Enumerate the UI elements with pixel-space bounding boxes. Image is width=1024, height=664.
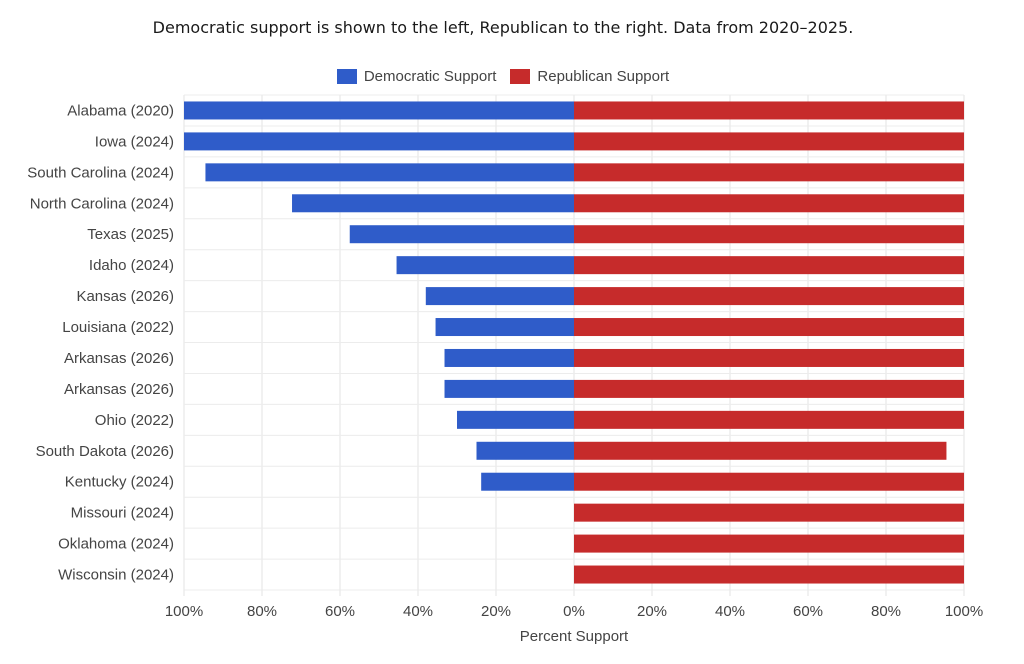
bar-democratic [444,348,574,367]
legend-swatch-republican [510,69,531,84]
bar-democratic [184,101,574,120]
bar-republican [574,565,964,584]
category-label: Arkansas (2026) [64,381,174,398]
bar-republican [574,318,964,337]
x-tick-label: 80% [871,603,901,620]
x-tick-label: 40% [403,603,433,620]
x-tick-label: 100% [165,603,203,620]
bar-democratic [476,441,574,460]
legend-label-republican: Republican Support [537,68,670,85]
chart-legend: Democratic Support Republican Support [0,68,1006,85]
bar-republican [574,472,964,491]
legend-label-democratic: Democratic Support [363,68,497,85]
category-label: Wisconsin (2024) [58,567,174,584]
category-label: Alabama (2020) [67,102,174,119]
category-label: Idaho (2024) [89,257,174,274]
x-tick-label: 80% [247,603,277,620]
bar-republican [574,101,964,120]
category-label: Kentucky (2024) [65,474,174,491]
category-label: Ohio (2022) [95,412,174,429]
bar-republican [574,441,947,460]
x-tick-label: 60% [325,603,355,620]
category-label: South Carolina (2024) [27,164,174,181]
bar-democratic [425,287,574,306]
x-tick-label: 100% [945,603,983,620]
x-tick-label: 60% [793,603,823,620]
category-label: Oklahoma (2024) [58,536,174,553]
category-label: North Carolina (2024) [30,195,174,212]
bar-democratic [184,132,574,151]
legend-item-democratic[interactable]: Democratic Support [336,68,497,85]
x-tick-label: 0% [563,603,585,620]
bar-republican [574,287,964,306]
chart-subtitle: Democratic support is shown to the left,… [152,18,854,37]
legend-item-republican[interactable]: Republican Support [510,68,669,85]
category-label: Kansas (2026) [76,288,174,305]
bar-republican [574,256,964,275]
category-label: Arkansas (2026) [64,350,174,367]
bar-republican [574,163,964,182]
bar-democratic [481,472,574,491]
bar-democratic [349,225,574,244]
category-label: Louisiana (2022) [62,319,174,336]
bar-democratic [205,163,574,182]
category-label: South Dakota (2026) [36,443,174,460]
x-tick-label: 20% [637,603,667,620]
bar-democratic [396,256,574,275]
bar-republican [574,410,964,429]
x-axis-label: Percent Support [520,628,629,645]
bar-democratic [435,318,574,337]
category-label: Missouri (2024) [71,505,174,522]
bar-republican [574,534,964,553]
category-label: Texas (2025) [87,226,174,243]
bar-democratic [444,379,574,398]
bar-republican [574,348,964,367]
x-tick-label: 40% [715,603,745,620]
bar-democratic [457,410,574,429]
bar-republican [574,379,964,398]
category-label: Iowa (2024) [95,133,174,150]
bar-republican [574,225,964,244]
bar-democratic [292,194,574,213]
bar-republican [574,503,964,522]
x-tick-label: 20% [481,603,511,620]
legend-swatch-democratic [336,69,357,84]
bar-republican [574,132,964,151]
bar-republican [574,194,964,213]
